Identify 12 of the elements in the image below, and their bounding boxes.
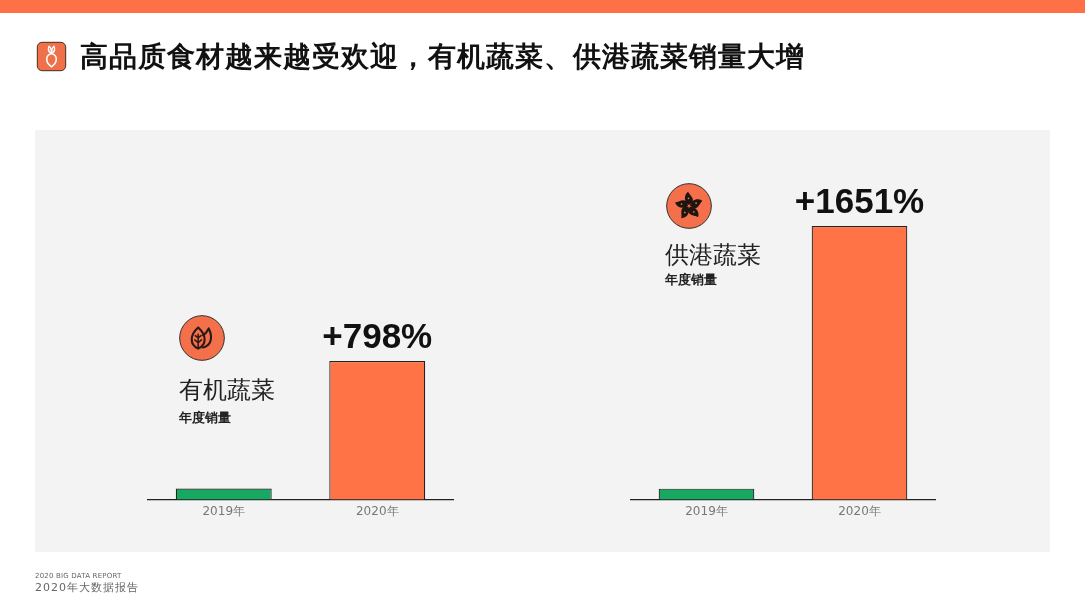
x-tick-label: 2020年 (355, 503, 399, 518)
x-tick-label: 2019年 (202, 503, 246, 518)
x-tick-label: 2020年 (838, 503, 881, 518)
annotation: +1651% (794, 181, 925, 220)
text: 有机蔬菜 (179, 376, 275, 404)
x-tick-label: 2019年 (685, 503, 728, 518)
text: 年度销量 (665, 272, 717, 287)
text: 年度销量 (179, 410, 231, 425)
annotation: +798% (322, 316, 433, 355)
text: 2020年大数据报告 (35, 581, 139, 595)
text: 供港蔬菜 (665, 241, 761, 269)
text: 高品质食材越来越受欢迎，有机蔬菜、供港蔬菜销量大增 (80, 40, 805, 73)
